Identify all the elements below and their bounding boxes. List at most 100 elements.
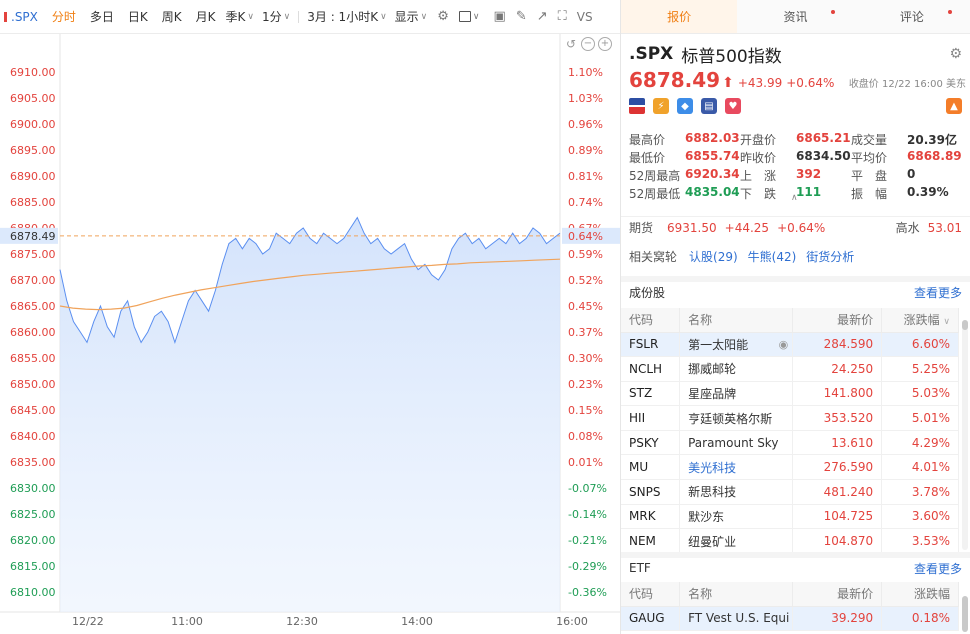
- col-price[interactable]: 最新价: [792, 582, 883, 607]
- tab-comments[interactable]: 评论: [854, 0, 970, 33]
- last-price-tag-bg: [0, 227, 58, 244]
- y-tick-label: 6825.00: [10, 508, 56, 521]
- stats-row: 最高价 6882.03 开盘价 6865.21 成交量 20.39亿: [629, 130, 962, 148]
- stock-code: HII: [621, 405, 681, 431]
- col-change[interactable]: 涨跌幅: [881, 582, 959, 607]
- x-axis-label: 11:00: [171, 615, 203, 628]
- tag-icon[interactable]: ◆: [677, 98, 693, 114]
- table-row[interactable]: FSLR 第一太阳能 ◉ 284.590 6.60%: [621, 332, 959, 358]
- stock-price: 13.610: [792, 430, 883, 456]
- cbbc-link[interactable]: 牛熊(42): [747, 249, 797, 264]
- table-row[interactable]: GAUG FT Vest U.S. Equi 39.290 0.18%: [621, 606, 959, 632]
- street-analysis-link[interactable]: 街货分析: [806, 249, 855, 264]
- stock-price: 353.520: [792, 405, 883, 431]
- constituents-scrollbar[interactable]: [962, 320, 968, 330]
- col-name[interactable]: 名称: [679, 308, 794, 333]
- display-dropdown-label: 显示: [394, 10, 419, 24]
- table-row[interactable]: STZ 星座品牌 141.800 5.03%: [621, 381, 959, 407]
- stat-label: 最高价: [629, 132, 666, 147]
- etf-more-link[interactable]: 查看更多: [913, 561, 962, 576]
- y-tick-label: 6860.00: [10, 326, 56, 339]
- zoom-in-icon[interactable]: +: [598, 37, 612, 51]
- tab-news[interactable]: 资讯: [737, 0, 853, 33]
- table-row[interactable]: NCLH 挪威邮轮 24.250 5.25%: [621, 356, 959, 382]
- chart-panel: .SPX 分时 多日 日K 周K 月K 季K ∨ 1分 ∨ 3月 : 1小时K …: [0, 8, 620, 634]
- quote-settings-gear-icon[interactable]: ⚙: [949, 46, 962, 62]
- season-dropdown[interactable]: 季K ∨: [226, 8, 254, 25]
- zoom-out-icon[interactable]: −: [581, 37, 595, 51]
- period-daily[interactable]: 日K: [127, 10, 148, 24]
- news-dot-badge: [831, 10, 836, 14]
- futures-pct: +0.64%: [777, 220, 826, 235]
- period-monthly[interactable]: 月K: [195, 10, 216, 24]
- chevron-up-icon[interactable]: ∧: [791, 193, 798, 203]
- watch-eye-icon[interactable]: ◉: [778, 337, 789, 351]
- pct-tick-label: 0.23%: [568, 378, 603, 391]
- warrants-link[interactable]: 认股(29): [689, 249, 738, 264]
- quote-name: 标普500指数: [681, 46, 782, 67]
- layout-box-icon[interactable]: ∨: [458, 11, 480, 22]
- y-tick-label: 6905.00: [10, 92, 56, 105]
- display-dropdown[interactable]: 显示 ∨: [395, 8, 428, 25]
- fullscreen-icon[interactable]: ⛶: [557, 9, 567, 24]
- stat-label: 昨收价: [740, 150, 777, 165]
- flash-icon[interactable]: ⚡: [653, 98, 669, 114]
- minute-dropdown-label: 1分: [262, 10, 282, 24]
- futures-label: 期货: [629, 221, 654, 235]
- table-row[interactable]: SNPS 新思科技 481.240 3.78%: [621, 479, 959, 505]
- stock-name: 星座品牌: [679, 381, 794, 407]
- y-tick-label: 6815.00: [10, 560, 56, 573]
- symbol-label: .SPX: [11, 9, 38, 24]
- x-axis-label: 16:00: [556, 615, 588, 628]
- stock-code: NEM: [621, 528, 681, 554]
- table-row[interactable]: MRK 默沙东 104.725 3.60%: [621, 504, 959, 530]
- draw-pen-icon[interactable]: ✎: [515, 9, 527, 24]
- last-price: 6878.49: [629, 68, 721, 92]
- stat-label: 上 涨: [740, 168, 777, 183]
- x-axis-label: 12/22: [72, 615, 104, 628]
- futures-row[interactable]: 期货 6931.50 +44.25 +0.64% 高水 53.01: [621, 216, 970, 238]
- period-multiday[interactable]: 多日: [89, 10, 114, 24]
- premium-label: 高水: [895, 221, 920, 235]
- col-price[interactable]: 最新价: [792, 308, 883, 333]
- stat-value: 392: [796, 166, 822, 181]
- symbol-tab[interactable]: .SPX: [4, 10, 38, 24]
- note-icon[interactable]: ▤: [701, 98, 717, 114]
- tab-quote[interactable]: 报价: [621, 0, 738, 33]
- etf-scrollbar[interactable]: [962, 596, 968, 632]
- season-dropdown-label: 季K: [225, 10, 246, 24]
- reset-icon[interactable]: ↺: [565, 37, 577, 51]
- stock-price: 481.240: [792, 479, 883, 505]
- constituents-more-link[interactable]: 查看更多: [913, 285, 962, 300]
- symbol-indicator: [4, 11, 7, 22]
- y-tick-label: 6890.00: [10, 170, 56, 183]
- period-intraday[interactable]: 分时: [51, 10, 76, 24]
- compare-vs-button[interactable]: VS: [576, 9, 593, 24]
- favorite-heart-icon[interactable]: ♥: [725, 98, 741, 114]
- sort-chevron-icon: ∨: [943, 317, 950, 328]
- table-row[interactable]: PSKY Paramount Sky 13.610 4.29%: [621, 430, 959, 456]
- stock-name: 默沙东: [679, 504, 794, 530]
- table-row[interactable]: MU 美光科技 276.590 4.01%: [621, 454, 959, 481]
- table-header-row: 代码 名称 最新价 涨跌幅: [621, 582, 959, 607]
- col-name[interactable]: 名称: [679, 582, 794, 607]
- table-row[interactable]: NEM 纽曼矿业 104.870 3.53%: [621, 528, 959, 554]
- intraday-chart[interactable]: 6910.00 1.10% 6905.00 1.03% 6900.00 0.96% 6895…: [0, 34, 620, 634]
- timeframe-dropdown[interactable]: 3月 : 1小时K ∨: [307, 8, 386, 25]
- period-weekly[interactable]: 周K: [161, 10, 182, 24]
- stock-change-pct: 3.60%: [881, 504, 959, 530]
- share-icon[interactable]: ↗: [536, 9, 548, 24]
- camera-icon[interactable]: ▣: [493, 9, 506, 24]
- minute-dropdown[interactable]: 1分 ∨: [262, 8, 290, 25]
- settings-gear-icon[interactable]: ⚙: [437, 9, 449, 24]
- col-code[interactable]: 代码: [621, 308, 681, 333]
- chevron-down-icon: ∨: [380, 11, 387, 22]
- table-row[interactable]: HII 亨廷顿英格尔斯 353.520 5.01%: [621, 405, 959, 431]
- stats-row: 52周最低 4835.04 下 跌 111 振 幅 0.39%: [629, 184, 962, 202]
- alert-bell-icon[interactable]: ▲: [946, 98, 962, 114]
- pct-tick-label: 0.89%: [568, 144, 603, 157]
- pct-tick-label: 0.01%: [568, 456, 603, 469]
- col-code[interactable]: 代码: [621, 582, 681, 607]
- pct-tick-label: 0.96%: [568, 118, 603, 131]
- col-change[interactable]: 涨跌幅 ∨: [881, 308, 959, 333]
